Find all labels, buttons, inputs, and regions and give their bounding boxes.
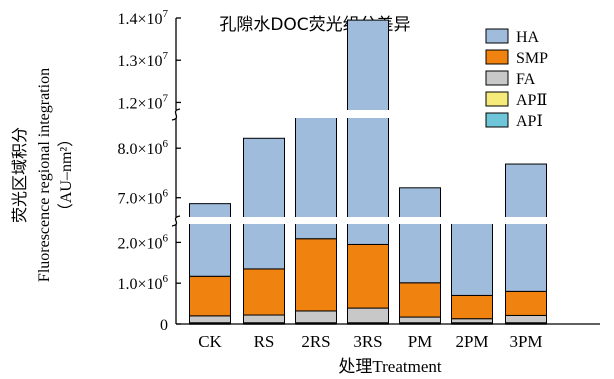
y-axis bbox=[171, 18, 600, 325]
x-tick-label-3PM: 3PM bbox=[509, 332, 542, 351]
y-tick-label: 1.2×107 bbox=[117, 92, 168, 112]
bar-PM-HA bbox=[399, 187, 441, 284]
x-tick-label-2RS: 2RS bbox=[301, 332, 330, 351]
legend-swatch-APⅠ bbox=[485, 112, 509, 128]
x-tick-labels: CK RS 2RS 3RS PM 2PM 3PM bbox=[198, 332, 542, 351]
x-tick-label-3RS: 3RS bbox=[353, 332, 382, 351]
y-tick-label: 0 bbox=[160, 317, 168, 334]
legend-label-APⅠ: APⅠ bbox=[516, 113, 543, 130]
y-tick-label: 1.0×106 bbox=[117, 273, 168, 293]
y-axis-label-en: Fluorescence regional integration bbox=[36, 68, 53, 282]
bar-CK-FA bbox=[189, 315, 231, 324]
bar-PM-SMP bbox=[399, 282, 441, 318]
x-tick-label-PM: PM bbox=[408, 332, 433, 351]
y-axis-label-cn: 荧光区域积分 bbox=[10, 127, 29, 223]
y-tick-labels: 0 1.0×106 2.0×106 7.0×106 8.0×106 1.2×107 1.3×… bbox=[117, 8, 181, 334]
bar-RS-SMP bbox=[243, 268, 285, 316]
bar-3PM-FA bbox=[505, 314, 547, 324]
axis-break-mark-1 bbox=[171, 215, 181, 227]
x-axis-label: 处理Treatment bbox=[338, 357, 442, 376]
y-tick-label: 1.3×107 bbox=[117, 50, 168, 70]
y-tick-label: 8.0×106 bbox=[117, 138, 168, 158]
legend-swatch-SMP bbox=[485, 49, 509, 65]
x-tick-label-CK: CK bbox=[198, 332, 222, 351]
bar-3PM-HA bbox=[505, 163, 547, 292]
y-axis-label: 荧光区域积分 Fluorescence regional integration… bbox=[10, 68, 75, 282]
y-axis-label-unit: （AU–nm²） bbox=[57, 131, 75, 219]
y-tick-label: 7.0×106 bbox=[117, 188, 168, 208]
legend-label-SMP: SMP bbox=[516, 50, 548, 67]
bar-CK-HA bbox=[189, 203, 231, 277]
bar-3RS-SMP bbox=[347, 243, 389, 309]
legend-label-HA: HA bbox=[516, 29, 540, 46]
legend-label-FA: FA bbox=[516, 71, 536, 88]
x-tick-label-2PM: 2PM bbox=[455, 332, 488, 351]
bar-2PM-HA bbox=[451, 219, 493, 296]
legend-swatch-HA bbox=[485, 28, 509, 44]
axis-break-mark-2 bbox=[171, 108, 181, 121]
bar-3PM-SMP bbox=[505, 290, 547, 316]
legend-swatch-FA bbox=[485, 70, 509, 86]
legend-swatch-APⅡ bbox=[485, 91, 509, 107]
bar-3RS-HA bbox=[347, 19, 389, 245]
bar-RS-HA bbox=[243, 137, 285, 270]
legend: HA SMP FA APⅡ APⅠ bbox=[485, 28, 548, 130]
y-tick-label: 2.0×106 bbox=[117, 232, 168, 252]
y-tick-label: 1.4×107 bbox=[117, 8, 168, 28]
bar-2PM-FA bbox=[451, 318, 493, 324]
bar-CK-SMP bbox=[189, 275, 231, 317]
x-tick-label-RS: RS bbox=[254, 332, 275, 351]
bar-3RS-FA bbox=[347, 307, 389, 324]
bar-2RS-FA bbox=[295, 310, 337, 324]
bar-2RS-SMP bbox=[295, 238, 337, 312]
legend-label-APⅡ: APⅡ bbox=[516, 92, 547, 109]
bar-PM-FA bbox=[399, 316, 441, 324]
bar-RS-FA bbox=[243, 314, 285, 324]
bar-2PM-SMP bbox=[451, 294, 493, 320]
axis-break-band-2 bbox=[168, 110, 614, 118]
axis-break-band-1 bbox=[168, 217, 614, 224]
bars-group bbox=[168, 19, 614, 325]
